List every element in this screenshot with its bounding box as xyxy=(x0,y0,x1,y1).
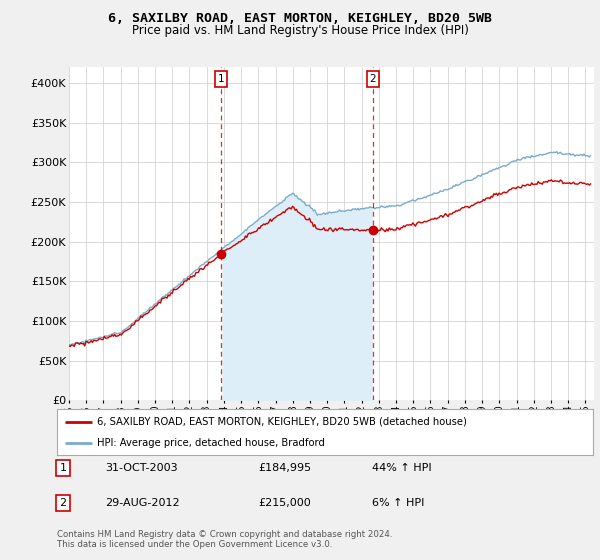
Text: 6, SAXILBY ROAD, EAST MORTON, KEIGHLEY, BD20 5WB: 6, SAXILBY ROAD, EAST MORTON, KEIGHLEY, … xyxy=(108,12,492,25)
Text: £215,000: £215,000 xyxy=(258,498,311,508)
Text: 6% ↑ HPI: 6% ↑ HPI xyxy=(372,498,424,508)
Text: HPI: Average price, detached house, Bradford: HPI: Average price, detached house, Brad… xyxy=(97,438,325,448)
Text: 29-AUG-2012: 29-AUG-2012 xyxy=(105,498,179,508)
Text: 31-OCT-2003: 31-OCT-2003 xyxy=(105,463,178,473)
Text: 2: 2 xyxy=(370,74,376,84)
Text: 44% ↑ HPI: 44% ↑ HPI xyxy=(372,463,431,473)
Text: 2: 2 xyxy=(59,498,67,508)
Text: £184,995: £184,995 xyxy=(258,463,311,473)
Text: 1: 1 xyxy=(59,463,67,473)
Text: 6, SAXILBY ROAD, EAST MORTON, KEIGHLEY, BD20 5WB (detached house): 6, SAXILBY ROAD, EAST MORTON, KEIGHLEY, … xyxy=(97,417,467,427)
Text: Price paid vs. HM Land Registry's House Price Index (HPI): Price paid vs. HM Land Registry's House … xyxy=(131,24,469,37)
Text: Contains HM Land Registry data © Crown copyright and database right 2024.
This d: Contains HM Land Registry data © Crown c… xyxy=(57,530,392,549)
Text: 1: 1 xyxy=(218,74,224,84)
